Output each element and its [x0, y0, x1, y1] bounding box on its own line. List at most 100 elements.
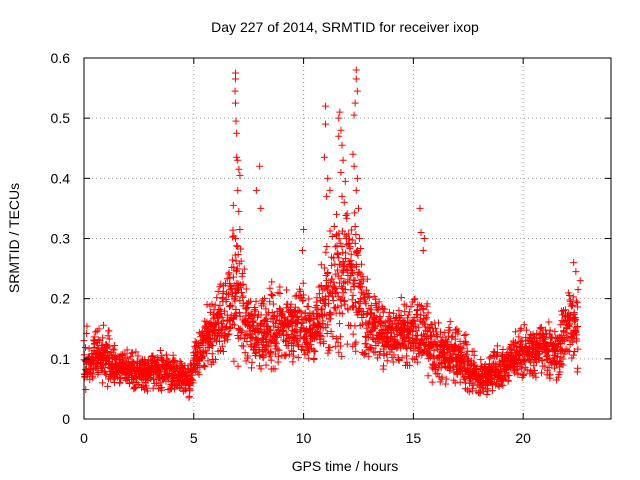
data-point	[390, 309, 398, 317]
data-point	[326, 343, 334, 351]
data-point	[337, 168, 345, 176]
data-point	[297, 320, 305, 328]
data-point	[568, 354, 576, 362]
data-point	[213, 294, 221, 302]
data-point	[331, 243, 339, 251]
data-point	[94, 369, 102, 377]
data-point	[130, 385, 138, 393]
data-point	[237, 257, 245, 265]
data-point	[228, 302, 236, 310]
data-point	[105, 335, 113, 343]
data-point	[176, 357, 184, 365]
data-point	[517, 324, 525, 332]
data-point	[416, 301, 424, 309]
data-point	[322, 102, 330, 110]
data-point	[329, 296, 337, 304]
data-point	[236, 225, 244, 233]
data-point	[82, 343, 90, 351]
data-point	[252, 297, 260, 305]
data-point	[336, 239, 344, 247]
data-point	[341, 300, 349, 308]
data-point	[267, 326, 275, 334]
data-point	[489, 380, 497, 388]
data-point	[351, 222, 359, 230]
data-point	[297, 308, 305, 316]
data-point	[218, 313, 226, 321]
data-point	[257, 204, 265, 212]
y-tick-label: 0.4	[51, 170, 71, 186]
data-point	[256, 162, 264, 170]
data-point	[335, 235, 343, 243]
data-point	[189, 379, 197, 387]
data-point	[362, 340, 370, 348]
data-point	[403, 358, 411, 366]
x-tick-label: 10	[296, 430, 312, 446]
data-point	[433, 332, 441, 340]
data-point	[476, 389, 484, 397]
data-point	[224, 331, 232, 339]
data-point	[406, 361, 414, 369]
data-point	[367, 306, 375, 314]
data-point	[505, 371, 513, 379]
data-point	[252, 307, 260, 315]
data-point	[216, 302, 224, 310]
data-point	[324, 321, 332, 329]
data-point	[349, 291, 357, 299]
data-point	[158, 384, 166, 392]
data-point	[237, 245, 245, 253]
data-point	[111, 342, 119, 350]
data-point	[271, 365, 279, 373]
data-point	[337, 274, 345, 282]
data-point	[262, 305, 270, 313]
data-point	[282, 304, 290, 312]
data-point	[229, 226, 237, 234]
data-point	[232, 117, 240, 125]
data-point	[353, 263, 361, 271]
data-point	[340, 261, 348, 269]
data-point	[324, 282, 332, 290]
data-point	[260, 295, 268, 303]
data-point	[411, 295, 419, 303]
data-point	[305, 316, 313, 324]
data-point	[247, 341, 255, 349]
data-point	[448, 353, 456, 361]
data-point	[350, 162, 358, 170]
data-point	[225, 316, 233, 324]
data-point	[362, 311, 370, 319]
data-point	[233, 129, 241, 137]
data-point	[538, 369, 546, 377]
data-point	[573, 323, 581, 330]
data-point	[232, 69, 240, 77]
data-point	[414, 358, 422, 366]
data-point	[132, 348, 140, 356]
data-point	[126, 379, 134, 387]
data-point	[330, 278, 338, 286]
data-point	[303, 349, 311, 357]
data-point	[226, 274, 234, 282]
data-point	[455, 327, 463, 335]
data-point	[265, 326, 273, 334]
data-point	[367, 344, 375, 352]
data-point	[573, 337, 581, 345]
data-point	[335, 348, 343, 356]
data-point	[333, 210, 341, 218]
data-point	[295, 307, 303, 315]
data-point	[397, 294, 405, 302]
data-point	[459, 345, 467, 353]
data-point	[105, 327, 113, 335]
data-point	[99, 334, 107, 342]
data-point	[404, 311, 412, 319]
data-point	[294, 354, 302, 362]
data-point	[362, 300, 370, 308]
data-point	[352, 186, 360, 194]
data-point	[235, 207, 243, 215]
data-point	[545, 364, 553, 372]
data-point	[419, 306, 427, 314]
data-point	[494, 349, 502, 357]
data-point	[564, 347, 572, 355]
data-point	[512, 328, 520, 336]
data-point	[320, 337, 328, 345]
data-point	[313, 294, 321, 302]
data-point	[104, 332, 112, 340]
data-point	[442, 375, 450, 383]
